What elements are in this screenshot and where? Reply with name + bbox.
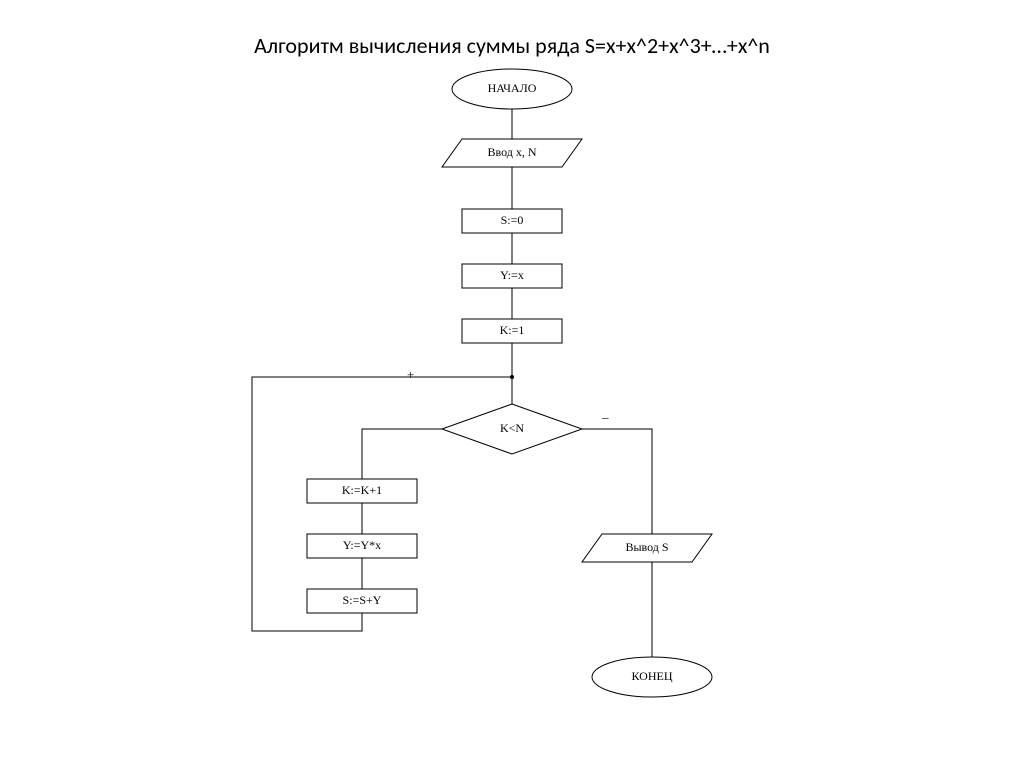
edge-label-plus: + xyxy=(407,367,414,382)
node-ymul-label: Y:=Y*x xyxy=(343,538,381,552)
node-end-label: КОНЕЦ xyxy=(631,669,672,683)
node-s0-label: S:=0 xyxy=(501,213,524,227)
edge xyxy=(582,429,652,534)
flowchart: НАЧАЛО Ввод x, N S:=0 Y:=x K:=1 K<N + _ … xyxy=(132,59,892,739)
page-title: Алгоритм вычисления суммы ряда S=x+x^2+x… xyxy=(0,0,1024,59)
node-yx-label: Y:=x xyxy=(500,268,524,282)
node-start-label: НАЧАЛО xyxy=(488,81,537,95)
node-output-label: Вывод S xyxy=(625,540,668,554)
node-cond-label: K<N xyxy=(500,421,524,435)
node-kinc-label: K:=K+1 xyxy=(342,483,382,497)
edge-label-minus: _ xyxy=(601,405,609,420)
node-sadd-label: S:=S+Y xyxy=(343,593,382,607)
edge xyxy=(362,429,442,479)
node-input-label: Ввод x, N xyxy=(487,145,536,159)
node-k1-label: K:=1 xyxy=(500,323,525,337)
